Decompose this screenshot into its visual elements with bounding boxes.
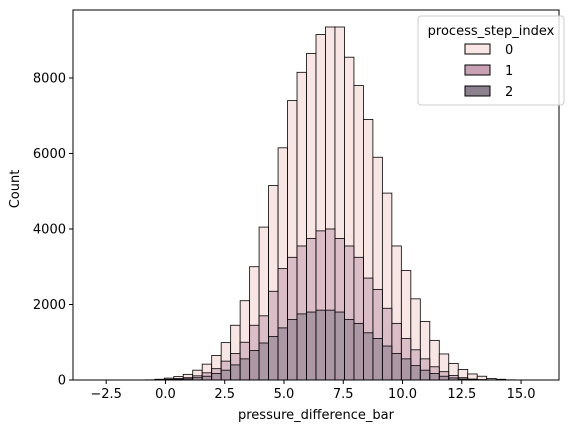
y-tick-label: 6000 [33, 147, 66, 162]
y-tick-label: 0 [58, 374, 66, 389]
x-tick-label: 12.5 [447, 387, 476, 402]
bars-layer [144, 26, 516, 381]
histogram-bar-series-2-bin-16 [239, 358, 251, 381]
x-tick-label: 15.0 [507, 387, 536, 402]
legend-label-0: 0 [505, 43, 513, 58]
histogram-bar-series-2-bin-26 [334, 311, 345, 381]
x-tick-label: 10.0 [388, 387, 417, 402]
histogram-bar-series-2-bin-36 [429, 373, 440, 381]
x-tick-label: 0.0 [155, 387, 176, 402]
y-tick-label: 4000 [33, 222, 66, 237]
x-tick-label: 2.5 [214, 387, 235, 402]
histogram-bar-series-2-bin-18 [258, 342, 269, 381]
legend: process_step_index 0 1 2 [417, 15, 565, 106]
histogram-bar-series-2-bin-20 [277, 327, 288, 381]
histogram-bar-series-2-bin-28 [353, 322, 364, 381]
legend-swatch-1 [464, 64, 491, 76]
ticks-layer: −2.5 0.0 2.5 5.0 7.5 10.0 12.5 15.0 0 2000 4000 600… [33, 71, 536, 402]
histogram-bar-series-2-bin-34 [410, 365, 421, 381]
x-tick-label: −2.5 [90, 387, 122, 402]
histogram-bar-series-2-bin-30 [372, 338, 383, 381]
plot-frame [72, 9, 560, 381]
histogram-bar-series-2-bin-35 [419, 369, 431, 381]
histogram-bar-series-2-bin-22 [296, 313, 307, 381]
legend-title: process_step_index [428, 24, 555, 39]
histogram-bar-series-2-bin-25 [325, 309, 336, 381]
y-tick-label: 8000 [33, 71, 66, 86]
legend-label-2: 2 [505, 85, 513, 100]
histogram-bar-series-2-bin-27 [344, 319, 355, 381]
x-axis-label: pressure_difference_bar [238, 408, 395, 423]
histogram-bar-series-2-bin-15 [230, 364, 241, 381]
histogram-bar-series-2-bin-33 [400, 358, 412, 381]
histogram-bar-series-2-bin-12 [201, 375, 213, 381]
histogram-bar-series-2-bin-37 [438, 375, 450, 381]
legend-swatch-2 [464, 85, 491, 97]
histogram-bar-series-2-bin-24 [315, 309, 326, 381]
histogram-bar-series-2-bin-17 [249, 350, 260, 381]
histogram-bar-series-2-bin-21 [287, 319, 298, 381]
legend-frame [417, 15, 565, 106]
histogram-bar-series-2-bin-14 [220, 369, 232, 381]
y-tick-label: 2000 [33, 298, 66, 313]
axes-layer [72, 9, 560, 381]
histogram-bar-series-2-bin-13 [211, 373, 222, 381]
legend-entries: 0 1 2 [464, 43, 513, 100]
histogram-bar-series-2-bin-19 [268, 336, 279, 381]
histogram-bar-series-2-bin-32 [391, 353, 402, 381]
histogram-bar-series-2-bin-31 [381, 345, 393, 381]
histogram-bar-series-2-bin-23 [306, 311, 317, 381]
legend-label-1: 1 [505, 64, 513, 79]
histogram-bar-series-2-bin-29 [363, 332, 374, 381]
x-tick-label: 7.5 [333, 387, 354, 402]
legend-swatch-0 [464, 43, 491, 55]
x-tick-label: 5.0 [274, 387, 295, 402]
y-axis-label: Count [8, 170, 23, 209]
